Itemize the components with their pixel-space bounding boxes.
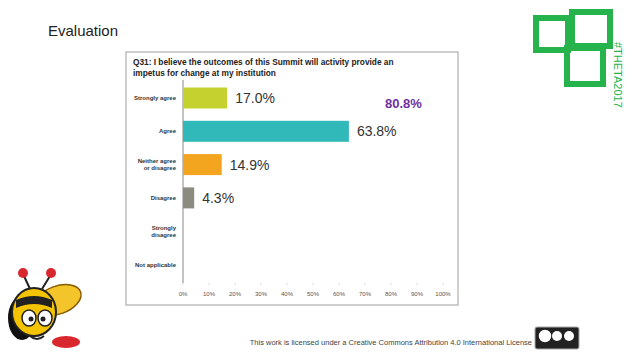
cc-badge — [535, 327, 579, 349]
x-tick — [339, 283, 340, 285]
bar — [183, 154, 222, 175]
bee-mouth — [30, 336, 44, 339]
category-label-line: Strongly — [152, 225, 177, 231]
bar — [183, 187, 194, 208]
category-label-line: disagree — [151, 232, 176, 238]
category-label-line: Neither agree — [138, 158, 177, 164]
category-label: Not applicable — [135, 262, 177, 268]
bee-eye — [22, 310, 36, 326]
x-tick — [365, 283, 366, 285]
logo-square — [567, 48, 603, 84]
category-label: Disagree — [151, 195, 177, 201]
x-tick — [235, 283, 236, 285]
x-tick-label: 90% — [411, 291, 424, 297]
hashtag: #THETA2017 — [612, 42, 624, 108]
bee-mascot — [8, 268, 85, 348]
slide-title: Evaluation — [48, 22, 118, 39]
category-label-line: or disagree — [144, 165, 177, 171]
logo-square — [536, 18, 568, 50]
x-tick — [391, 283, 392, 285]
background — [0, 0, 638, 359]
x-tick — [209, 283, 210, 285]
data-label: 14.9% — [230, 157, 270, 173]
x-tick-label: 30% — [255, 291, 268, 297]
slide: Evaluation #THETA2017 This work is license… — [0, 0, 638, 359]
bee-head — [12, 288, 56, 336]
x-tick-label: 0% — [179, 291, 188, 297]
bee-pupil — [41, 317, 46, 322]
cc-circle — [564, 331, 574, 341]
cc-circle — [552, 331, 562, 341]
category-label: Stronglydisagree — [151, 225, 176, 238]
chart-title-line: impetus for change at my institution — [133, 68, 276, 78]
data-label: 63.8% — [357, 123, 397, 139]
bee-eye — [38, 310, 52, 326]
logo — [536, 12, 610, 84]
bars — [183, 88, 349, 209]
x-tick — [313, 283, 314, 285]
x-tick-label: 100% — [435, 291, 451, 297]
x-tick-label: 60% — [333, 291, 346, 297]
category-label-line: Agree — [159, 128, 177, 134]
category-label-line: Strongly agree — [134, 95, 177, 101]
x-tick-label: 70% — [359, 291, 372, 297]
chart-title: Q31: I believe the outcomes of this Summ… — [133, 57, 394, 78]
x-tick — [287, 283, 288, 285]
bee-antenna-ball — [46, 268, 56, 278]
data-label: 4.3% — [202, 190, 234, 206]
category-label: Agree — [159, 128, 177, 134]
category-label-line: Disagree — [151, 195, 177, 201]
logo-square — [572, 12, 610, 46]
category-label-line: Not applicable — [135, 262, 177, 268]
x-tick — [443, 283, 444, 285]
category-label: Neither agreeor disagree — [138, 158, 177, 171]
bee-antenna — [24, 276, 50, 289]
cc-circle — [538, 329, 552, 343]
x-tick-label: 80% — [385, 291, 398, 297]
bee-pupil — [29, 317, 34, 322]
license-text: This work is licensed under a Creative C… — [250, 338, 532, 347]
category-label: Strongly agree — [134, 95, 177, 101]
y-axis-line — [183, 80, 184, 283]
chart-title-line: Q31: I believe the outcomes of this Summ… — [133, 57, 394, 67]
x-tick-label: 10% — [203, 291, 216, 297]
cc-frame — [535, 327, 579, 349]
bar — [183, 121, 349, 142]
chart-frame — [126, 52, 458, 305]
bar — [183, 88, 227, 109]
bee-foot — [52, 336, 80, 348]
x-tick — [183, 283, 184, 285]
bee-antenna-ball — [18, 268, 28, 278]
bee-stripe — [16, 296, 52, 308]
x-tick — [261, 283, 262, 285]
annotation: 80.8% — [385, 96, 422, 111]
x-tick-label: 40% — [281, 291, 294, 297]
x-tick-label: 20% — [229, 291, 242, 297]
x-tick — [417, 283, 418, 285]
data-label: 17.0% — [235, 90, 275, 106]
bar — [183, 254, 184, 275]
bar — [183, 221, 184, 242]
x-tick-label: 50% — [307, 291, 320, 297]
